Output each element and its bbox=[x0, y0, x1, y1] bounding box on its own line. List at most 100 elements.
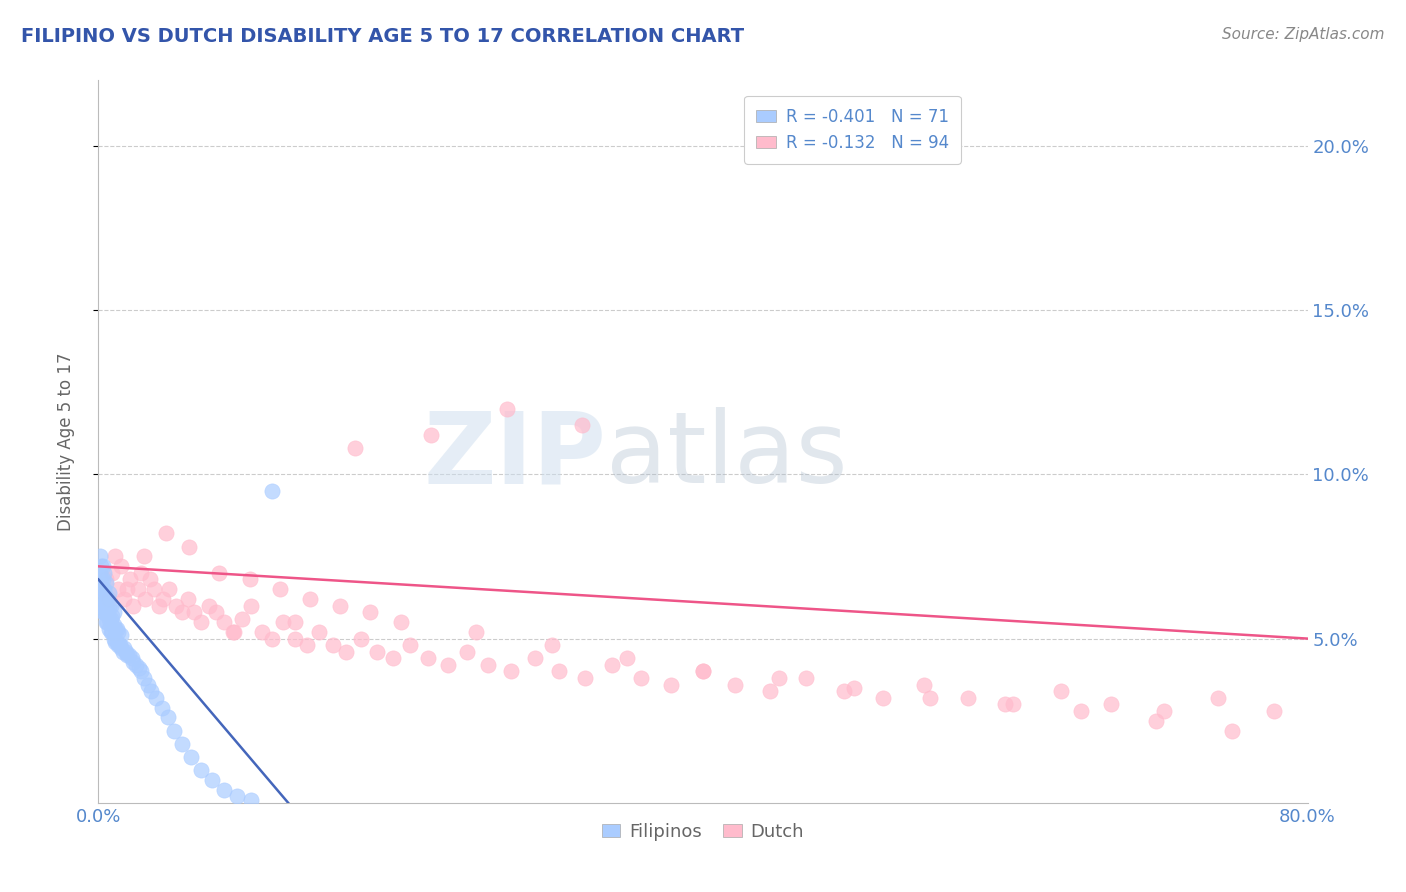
Point bbox=[360, 605, 382, 619]
Point bbox=[93, 599, 115, 613]
Point bbox=[222, 625, 245, 640]
Point bbox=[129, 665, 152, 679]
Point bbox=[94, 575, 117, 590]
Point bbox=[114, 645, 136, 659]
Point bbox=[574, 671, 596, 685]
Point bbox=[224, 625, 246, 640]
Y-axis label: Disability Age 5 to 17: Disability Age 5 to 17 bbox=[56, 352, 75, 531]
Point bbox=[103, 618, 125, 632]
Point bbox=[115, 582, 138, 597]
Point bbox=[90, 599, 112, 613]
Point bbox=[692, 665, 714, 679]
Point bbox=[139, 573, 162, 587]
Point bbox=[212, 782, 235, 797]
Point bbox=[104, 635, 127, 649]
Point bbox=[94, 589, 117, 603]
Point bbox=[524, 651, 547, 665]
Point bbox=[165, 599, 187, 613]
Point bbox=[96, 605, 118, 619]
Point bbox=[179, 540, 201, 554]
Point bbox=[98, 599, 121, 613]
Point bbox=[94, 599, 117, 613]
Point bbox=[107, 638, 129, 652]
Text: Source: ZipAtlas.com: Source: ZipAtlas.com bbox=[1222, 27, 1385, 42]
Point bbox=[240, 599, 263, 613]
Point bbox=[110, 628, 132, 642]
Point bbox=[107, 625, 129, 640]
Point bbox=[616, 651, 638, 665]
Point bbox=[436, 657, 458, 672]
Point bbox=[329, 599, 352, 613]
Point bbox=[398, 638, 420, 652]
Point bbox=[93, 605, 115, 619]
Point bbox=[1070, 704, 1092, 718]
Point bbox=[110, 641, 132, 656]
Point bbox=[122, 655, 145, 669]
Point bbox=[90, 573, 112, 587]
Point bbox=[98, 585, 121, 599]
Point bbox=[548, 665, 571, 679]
Point bbox=[269, 582, 291, 597]
Point bbox=[540, 638, 562, 652]
Point bbox=[912, 677, 935, 691]
Point bbox=[100, 599, 122, 613]
Point bbox=[104, 549, 127, 564]
Point bbox=[271, 615, 294, 630]
Point bbox=[89, 566, 111, 580]
Point bbox=[163, 723, 186, 738]
Point bbox=[350, 632, 373, 646]
Point bbox=[105, 622, 128, 636]
Point bbox=[335, 645, 357, 659]
Point bbox=[112, 592, 135, 607]
Point bbox=[295, 638, 318, 652]
Point bbox=[344, 441, 367, 455]
Point bbox=[91, 573, 114, 587]
Point bbox=[98, 622, 121, 636]
Point bbox=[250, 625, 273, 640]
Point bbox=[1263, 704, 1285, 718]
Point bbox=[118, 648, 141, 662]
Point bbox=[127, 582, 149, 597]
Point bbox=[366, 645, 388, 659]
Point bbox=[284, 632, 307, 646]
Point bbox=[120, 573, 142, 587]
Point bbox=[477, 657, 499, 672]
Point bbox=[1144, 714, 1167, 728]
Point bbox=[145, 690, 167, 705]
Point bbox=[1153, 704, 1175, 718]
Point bbox=[156, 710, 179, 724]
Point bbox=[299, 592, 322, 607]
Point bbox=[136, 677, 159, 691]
Point bbox=[956, 690, 979, 705]
Point bbox=[128, 661, 150, 675]
Point bbox=[141, 684, 163, 698]
Point bbox=[190, 763, 212, 777]
Point bbox=[844, 681, 866, 695]
Point bbox=[132, 549, 155, 564]
Point bbox=[1050, 684, 1073, 698]
Point bbox=[105, 635, 128, 649]
Point bbox=[143, 582, 166, 597]
Point bbox=[103, 632, 125, 646]
Point bbox=[90, 559, 112, 574]
Point bbox=[170, 737, 193, 751]
Point bbox=[724, 677, 747, 691]
Point bbox=[115, 648, 138, 662]
Point bbox=[98, 592, 121, 607]
Point bbox=[93, 566, 115, 580]
Point bbox=[104, 622, 127, 636]
Point bbox=[239, 573, 262, 587]
Point bbox=[212, 615, 235, 630]
Point bbox=[98, 612, 121, 626]
Point bbox=[129, 566, 152, 580]
Point bbox=[918, 690, 941, 705]
Point bbox=[90, 582, 112, 597]
Point bbox=[148, 599, 170, 613]
Point bbox=[456, 645, 478, 659]
Point bbox=[103, 605, 125, 619]
Point bbox=[630, 671, 652, 685]
Point bbox=[91, 582, 114, 597]
Point bbox=[1220, 723, 1243, 738]
Point bbox=[112, 641, 135, 656]
Point bbox=[322, 638, 344, 652]
